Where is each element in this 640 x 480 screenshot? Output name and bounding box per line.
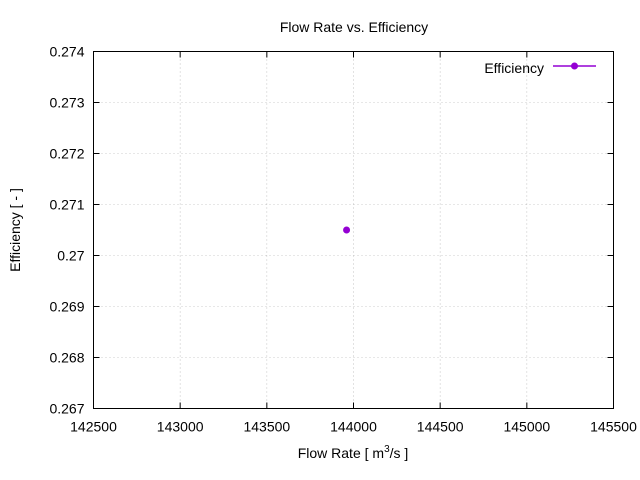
axis-ticks [93, 51, 614, 409]
plot-frame [93, 51, 614, 409]
x-tick-label: 145500 [590, 419, 637, 435]
y-tick-label: 0.271 [49, 197, 84, 213]
y-tick-label: 0.273 [49, 95, 84, 111]
x-axis-label: Flow Rate [ m3/s ] [298, 444, 409, 461]
x-tick-label: 144000 [330, 419, 377, 435]
x-axis-label-superscript: 3 [384, 444, 390, 455]
y-tick-label: 0.274 [49, 44, 84, 60]
grid [93, 51, 614, 409]
data-point [343, 226, 351, 234]
x-tick-label: 143000 [157, 419, 204, 435]
legend-marker-efficiency [571, 62, 578, 70]
y-tick-label: 0.27 [57, 248, 84, 264]
x-axis-label-main: Flow Rate [ m [298, 445, 384, 461]
x-tick-labels: 142500 143000 143500 144000 144500 145000 1455… [70, 419, 637, 435]
x-axis-label-end: /s ] [390, 445, 409, 461]
y-tick-label: 0.268 [49, 350, 84, 366]
x-tick-label: 144500 [417, 419, 464, 435]
y-tick-labels: 0.267 0.268 0.269 0.27 0.271 0.272 0.273 0.274 [49, 44, 84, 417]
y-tick-label: 0.267 [49, 401, 84, 417]
legend-label-efficiency: Efficiency [484, 60, 544, 76]
legend: Efficiency [484, 60, 596, 76]
chart-title: Flow Rate vs. Efficiency [280, 19, 428, 35]
y-tick-label: 0.272 [49, 146, 84, 162]
y-axis-label: Efficiency [ - ] [7, 188, 23, 272]
x-tick-label: 145000 [503, 419, 550, 435]
x-tick-label: 143500 [243, 419, 290, 435]
series-points [343, 226, 351, 234]
x-tick-label: 142500 [70, 419, 117, 435]
y-tick-label: 0.269 [49, 299, 84, 315]
